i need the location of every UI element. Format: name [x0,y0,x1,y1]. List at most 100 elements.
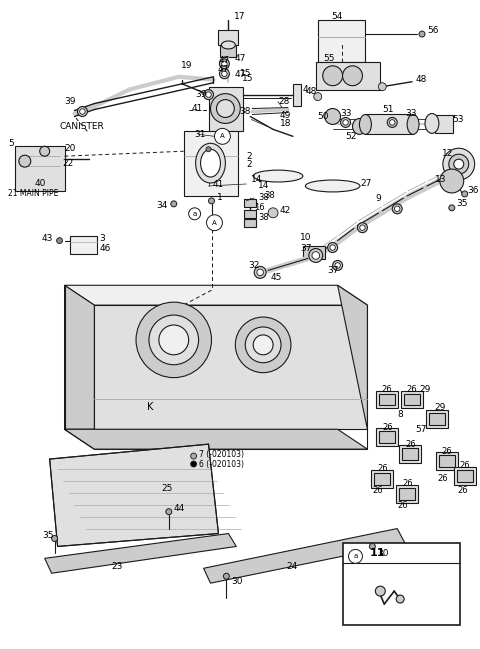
Bar [293,84,301,106]
Bar [218,30,238,45]
Bar [435,116,453,133]
Bar [401,391,423,408]
Text: 38: 38 [240,107,251,116]
Text: CANISTER: CANISTER [60,122,104,131]
Circle shape [392,204,402,214]
Text: K: K [147,402,153,412]
Bar [244,210,256,218]
Text: 26: 26 [437,474,447,484]
Circle shape [449,205,455,211]
Circle shape [136,302,212,378]
Bar [184,131,238,196]
Text: 27: 27 [360,180,372,188]
Circle shape [189,208,201,220]
Bar [399,488,415,500]
Circle shape [208,198,215,204]
Text: 34: 34 [156,201,167,210]
Circle shape [462,191,468,197]
Text: 55: 55 [324,55,335,64]
Text: 46: 46 [99,244,111,253]
Text: A: A [220,133,225,140]
Text: 41: 41 [213,180,224,190]
Circle shape [309,249,323,262]
Text: 17: 17 [234,12,246,21]
Ellipse shape [425,114,439,133]
Circle shape [370,543,375,550]
Bar [426,410,448,428]
Ellipse shape [407,114,419,134]
Bar [374,473,390,485]
Circle shape [314,93,322,101]
Circle shape [454,159,464,169]
Circle shape [211,93,240,123]
Text: 40: 40 [35,178,46,188]
Text: 16: 16 [254,203,265,212]
Text: 32: 32 [248,261,260,270]
Circle shape [330,245,336,251]
Ellipse shape [305,180,360,192]
Bar [15,146,64,191]
Circle shape [449,154,468,174]
Text: 19: 19 [181,61,192,70]
Text: 57: 57 [415,424,427,434]
Text: 26: 26 [405,439,416,448]
Polygon shape [64,429,367,449]
Bar [404,393,420,406]
Circle shape [419,31,425,37]
Text: 52: 52 [346,132,357,141]
Circle shape [204,90,214,99]
Bar [316,62,380,90]
Circle shape [77,106,87,116]
Circle shape [360,225,365,230]
Text: 38: 38 [258,214,269,222]
Text: 51: 51 [382,105,394,114]
Text: 33: 33 [341,109,352,118]
Circle shape [343,66,362,86]
Text: 29: 29 [419,385,431,394]
Circle shape [312,252,320,260]
Circle shape [333,260,343,271]
Bar [436,452,458,470]
Text: 11: 11 [370,548,385,558]
Text: 53: 53 [452,115,463,124]
Text: 47: 47 [217,66,229,74]
Text: 26: 26 [381,385,392,394]
Text: 10: 10 [300,233,312,242]
Circle shape [166,509,172,515]
Polygon shape [64,286,367,305]
Text: 26: 26 [372,486,383,495]
Polygon shape [337,286,367,429]
Circle shape [19,155,31,167]
Circle shape [395,206,400,212]
Circle shape [222,71,227,77]
Bar [379,431,395,443]
Text: 26: 26 [397,501,408,510]
Bar [402,448,418,460]
Ellipse shape [352,119,366,134]
Text: 45: 45 [270,273,281,282]
Bar [376,428,398,446]
Text: 28: 28 [278,97,289,106]
Text: 15: 15 [240,69,252,79]
Text: 3: 3 [99,234,105,243]
Circle shape [223,573,229,579]
Circle shape [328,243,337,252]
Circle shape [159,325,189,355]
Text: 26: 26 [460,461,470,471]
Bar [318,20,365,62]
Bar [220,45,236,57]
Circle shape [191,453,197,459]
Circle shape [268,208,278,218]
Circle shape [57,238,62,243]
Text: 48: 48 [306,87,317,96]
Text: 22: 22 [62,158,74,167]
Text: 9: 9 [375,195,381,203]
Text: 26: 26 [382,422,393,432]
Text: 35: 35 [43,531,54,540]
Text: 43: 43 [42,234,53,243]
Text: 37: 37 [328,266,339,275]
Text: 31: 31 [194,130,206,139]
Circle shape [324,108,341,125]
Circle shape [216,99,234,117]
Text: 26: 26 [458,486,468,495]
